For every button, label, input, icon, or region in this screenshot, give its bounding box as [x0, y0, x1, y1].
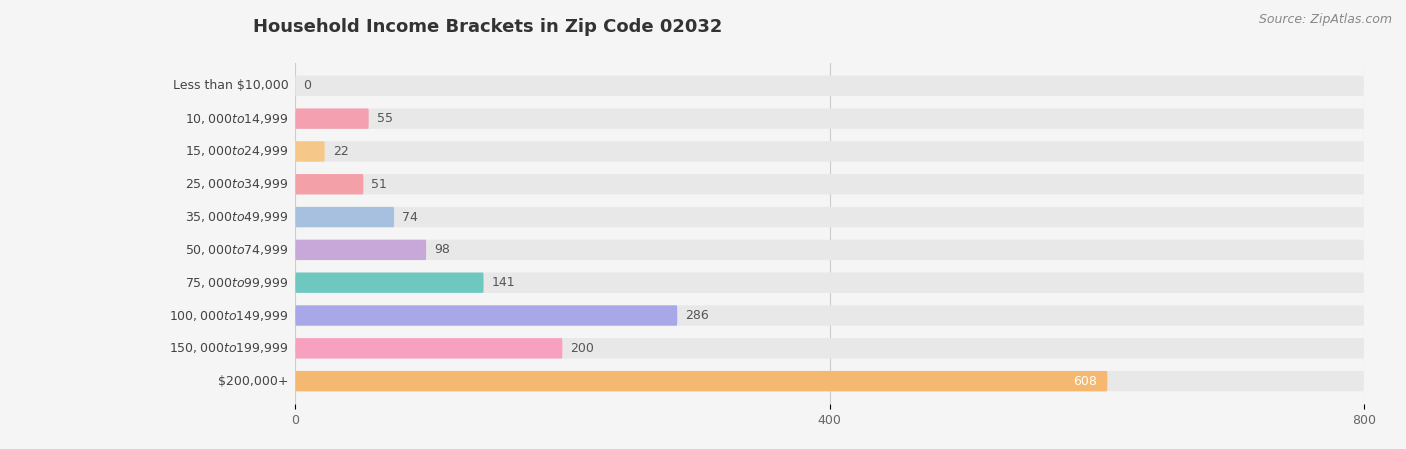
Text: $200,000+: $200,000+	[218, 374, 288, 387]
FancyBboxPatch shape	[295, 141, 325, 162]
Text: 141: 141	[492, 276, 515, 289]
FancyBboxPatch shape	[295, 305, 1364, 326]
FancyBboxPatch shape	[295, 273, 1364, 293]
Text: 98: 98	[434, 243, 450, 256]
Text: $75,000 to $99,999: $75,000 to $99,999	[186, 276, 288, 290]
Text: 74: 74	[402, 211, 418, 224]
Text: 200: 200	[571, 342, 595, 355]
Text: $100,000 to $149,999: $100,000 to $149,999	[169, 308, 288, 322]
FancyBboxPatch shape	[295, 109, 368, 129]
FancyBboxPatch shape	[295, 240, 1364, 260]
Text: 0: 0	[304, 79, 311, 92]
FancyBboxPatch shape	[295, 207, 394, 227]
Text: 51: 51	[371, 178, 387, 191]
Text: $25,000 to $34,999: $25,000 to $34,999	[186, 177, 288, 191]
Text: 55: 55	[377, 112, 392, 125]
FancyBboxPatch shape	[295, 240, 426, 260]
FancyBboxPatch shape	[295, 109, 1364, 129]
FancyBboxPatch shape	[295, 174, 1364, 194]
FancyBboxPatch shape	[295, 371, 1108, 391]
Text: 286: 286	[685, 309, 709, 322]
FancyBboxPatch shape	[295, 174, 363, 194]
FancyBboxPatch shape	[295, 305, 678, 326]
Text: $50,000 to $74,999: $50,000 to $74,999	[186, 243, 288, 257]
FancyBboxPatch shape	[295, 338, 1364, 358]
FancyBboxPatch shape	[295, 371, 1364, 391]
FancyBboxPatch shape	[295, 75, 1364, 96]
Text: Source: ZipAtlas.com: Source: ZipAtlas.com	[1258, 13, 1392, 26]
Text: $15,000 to $24,999: $15,000 to $24,999	[186, 145, 288, 158]
Text: $10,000 to $14,999: $10,000 to $14,999	[186, 112, 288, 126]
Text: 608: 608	[1073, 374, 1097, 387]
Text: Less than $10,000: Less than $10,000	[173, 79, 288, 92]
FancyBboxPatch shape	[295, 207, 1364, 227]
Text: 22: 22	[333, 145, 349, 158]
Text: $35,000 to $49,999: $35,000 to $49,999	[186, 210, 288, 224]
Text: $150,000 to $199,999: $150,000 to $199,999	[169, 341, 288, 355]
FancyBboxPatch shape	[295, 273, 484, 293]
FancyBboxPatch shape	[295, 141, 1364, 162]
FancyBboxPatch shape	[295, 338, 562, 358]
Text: Household Income Brackets in Zip Code 02032: Household Income Brackets in Zip Code 02…	[253, 18, 723, 36]
